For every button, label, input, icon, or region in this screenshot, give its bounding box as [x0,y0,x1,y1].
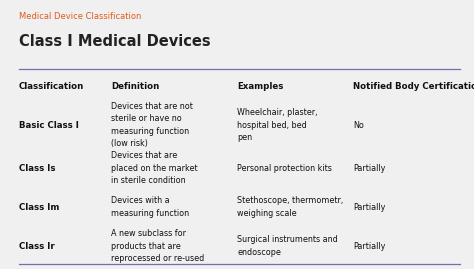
Text: Medical Device Classification: Medical Device Classification [19,12,141,21]
Text: Definition: Definition [111,82,160,91]
Text: Personal protection kits: Personal protection kits [237,164,332,173]
Text: Classification: Classification [19,82,84,91]
Text: Partially: Partially [353,164,385,173]
Text: Class Im: Class Im [19,203,59,212]
Text: No: No [353,121,364,130]
Text: Wheelchair, plaster,
hospital bed, bed
pen: Wheelchair, plaster, hospital bed, bed p… [237,108,318,142]
Text: Examples: Examples [237,82,283,91]
Text: Surgical instruments and
endoscope: Surgical instruments and endoscope [237,235,338,257]
Text: Partially: Partially [353,203,385,212]
Text: A new subclass for
products that are
reprocessed or re-used: A new subclass for products that are rep… [111,229,205,263]
Text: Basic Class I: Basic Class I [19,121,79,130]
Text: Notified Body Certification needed?: Notified Body Certification needed? [353,82,474,91]
Text: Class Is: Class Is [19,164,55,173]
Text: Devices that are not
sterile or have no
measuring function
(low risk): Devices that are not sterile or have no … [111,102,193,148]
Text: Partially: Partially [353,242,385,251]
Text: Stethoscope, thermometr,
weighing scale: Stethoscope, thermometr, weighing scale [237,196,343,218]
Text: Devices with a
measuring function: Devices with a measuring function [111,196,190,218]
Text: Class Ir: Class Ir [19,242,55,251]
Text: Devices that are
placed on the market
in sterile condition: Devices that are placed on the market in… [111,151,198,185]
Text: Class I Medical Devices: Class I Medical Devices [19,34,210,49]
